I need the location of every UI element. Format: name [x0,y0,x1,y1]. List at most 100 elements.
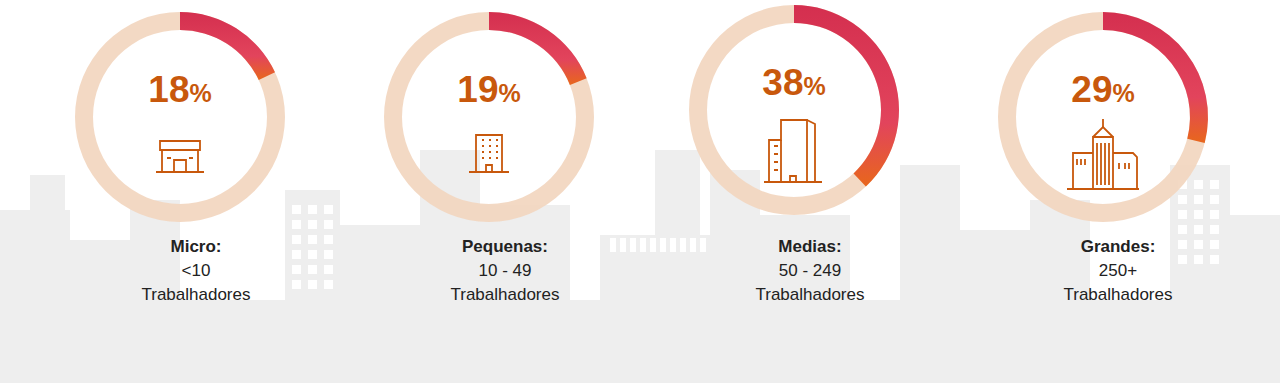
skyline [0,150,1280,383]
window [308,235,317,244]
window [680,238,686,252]
window [308,265,317,274]
icon-line [482,157,484,159]
icon-line [1093,127,1113,137]
icon-line [496,151,498,153]
icon-line [1077,159,1129,169]
window [610,238,616,252]
window [700,238,706,252]
window [630,238,636,252]
icon-line [496,145,498,147]
icon-line [1096,143,1098,185]
icon-line [1102,119,1104,127]
icon-line [1113,153,1137,189]
icon-line [489,145,491,147]
window [292,280,301,289]
icon [469,135,509,172]
window [1210,240,1219,249]
icon-line [1067,188,1139,190]
donut-arc [1103,12,1208,143]
donut: 38% [689,5,899,215]
window [308,220,317,229]
window [1194,210,1203,219]
window [308,250,317,259]
icon-line [1104,143,1106,185]
category-description: 10 - 49 [479,261,532,280]
icon [1067,119,1139,189]
donut-arc [489,12,587,85]
donut-track [689,5,899,215]
window [308,205,317,214]
category-label: Pequenas: [462,237,548,256]
icon-line [769,120,807,182]
window [1194,180,1203,189]
icon-line [489,157,491,159]
icon-line [807,120,815,182]
icon [764,120,822,182]
icon-line [1073,153,1093,189]
window [660,238,666,252]
window [1178,195,1187,204]
window [292,235,301,244]
icon-line [496,157,498,159]
donut-track [384,12,594,222]
data-label: 18% [148,69,211,110]
donut: 19% [384,12,594,222]
window [292,220,301,229]
icon-line [489,151,491,153]
donut: 29% [998,12,1208,222]
icon-line [774,146,778,170]
window [292,250,301,259]
window [324,220,333,229]
category-label: Grandes: [1081,237,1156,256]
window [690,238,696,252]
icon-line [489,139,491,141]
donuts: 18% 19% 38% 29% [75,5,1208,222]
window [1210,195,1219,204]
icon-line [496,139,498,141]
donut-arc [794,5,899,187]
ground [0,300,1280,383]
window [1178,210,1187,219]
donut-arc [180,12,275,80]
icon-line [167,157,193,159]
window [324,265,333,274]
icon-line [162,150,198,172]
window [670,238,676,252]
donut-track [75,12,285,222]
category-description: Trabalhadores [451,285,560,304]
category-label: Micro: [171,237,222,256]
icon-line [482,151,484,153]
category-description: Trabalhadores [1064,285,1173,304]
window [1178,225,1187,234]
window [620,238,626,252]
window [324,250,333,259]
icon-line [1093,137,1113,189]
category-description: Trabalhadores [142,285,251,304]
icon-line [174,160,186,172]
icon [156,141,204,172]
icon-line [469,171,509,173]
category-description: 250+ [1099,261,1137,280]
window [308,280,317,289]
category-description: <10 [182,261,211,280]
data-label: 29% [1071,69,1134,110]
chart: 18% 19% 38% 29% Micro: <10 Trabalhadores Pequen… [0,0,1280,383]
icon-line [476,135,502,172]
window [324,280,333,289]
icon-line [482,139,484,141]
window [1194,195,1203,204]
icon-line [780,140,782,182]
window [1210,225,1219,234]
icon-line [156,171,204,173]
window [640,238,646,252]
window [1194,225,1203,234]
icon-line [486,165,492,172]
donut: 18% [75,12,285,222]
donut-track [998,12,1208,222]
window [324,235,333,244]
category-description: 50 - 249 [779,261,841,280]
icon-line [160,141,200,150]
category-description: Trabalhadores [756,285,865,304]
category-label: Medias: [778,237,841,256]
